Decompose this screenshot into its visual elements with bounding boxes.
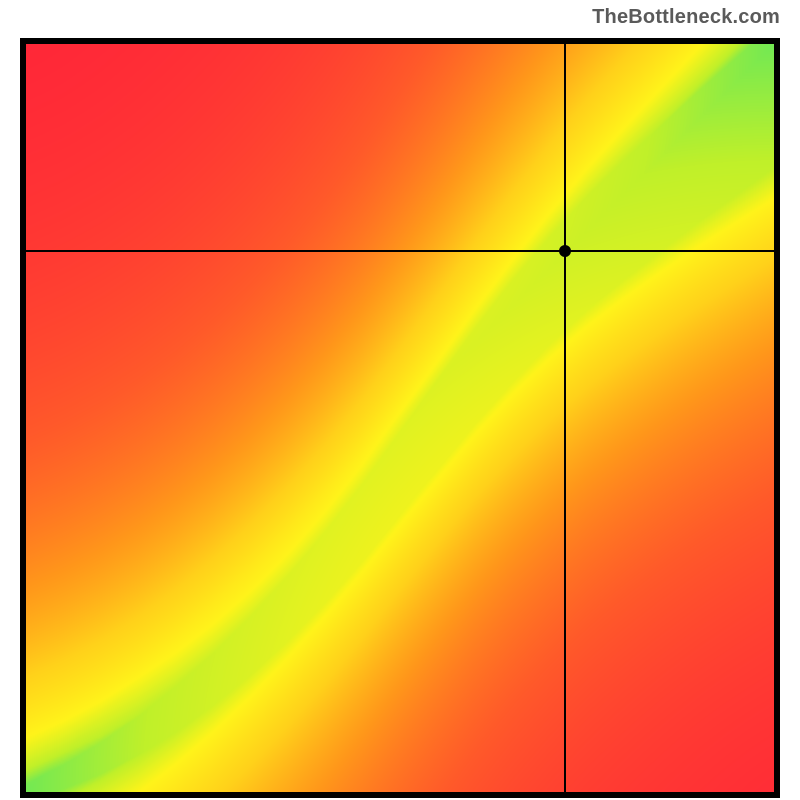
heatmap-canvas	[26, 44, 774, 792]
crosshair-horizontal	[26, 250, 774, 252]
attribution-text: TheBottleneck.com	[592, 6, 780, 29]
crosshair-vertical	[564, 44, 566, 792]
heatmap-plot	[20, 38, 780, 798]
selection-marker	[559, 245, 571, 257]
